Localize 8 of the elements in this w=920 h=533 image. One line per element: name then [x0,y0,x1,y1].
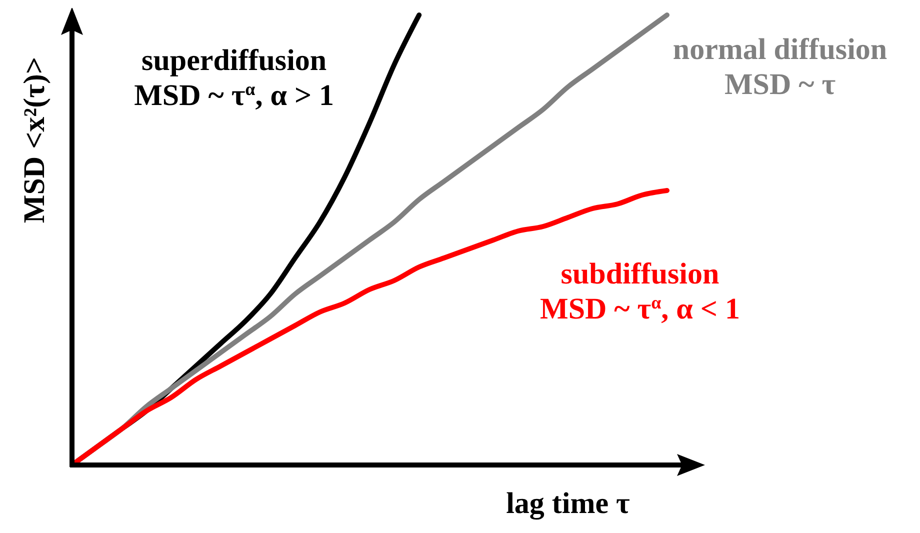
y-axis-title: MSD <x²(τ)> [18,56,51,224]
series-label: normal diffusion [672,33,888,66]
text: MSD ~ τ [724,68,836,101]
series-label: subdiffusion [560,258,720,290]
series-label: superdiffusion [142,44,327,77]
x-axis-title: lag time τ [506,487,630,520]
annotation: MSD ~ τ$^{α}$, α < 1 [540,292,740,326]
annotation: MSD ~ τ$^{α}$, α > 1 [134,79,334,112]
